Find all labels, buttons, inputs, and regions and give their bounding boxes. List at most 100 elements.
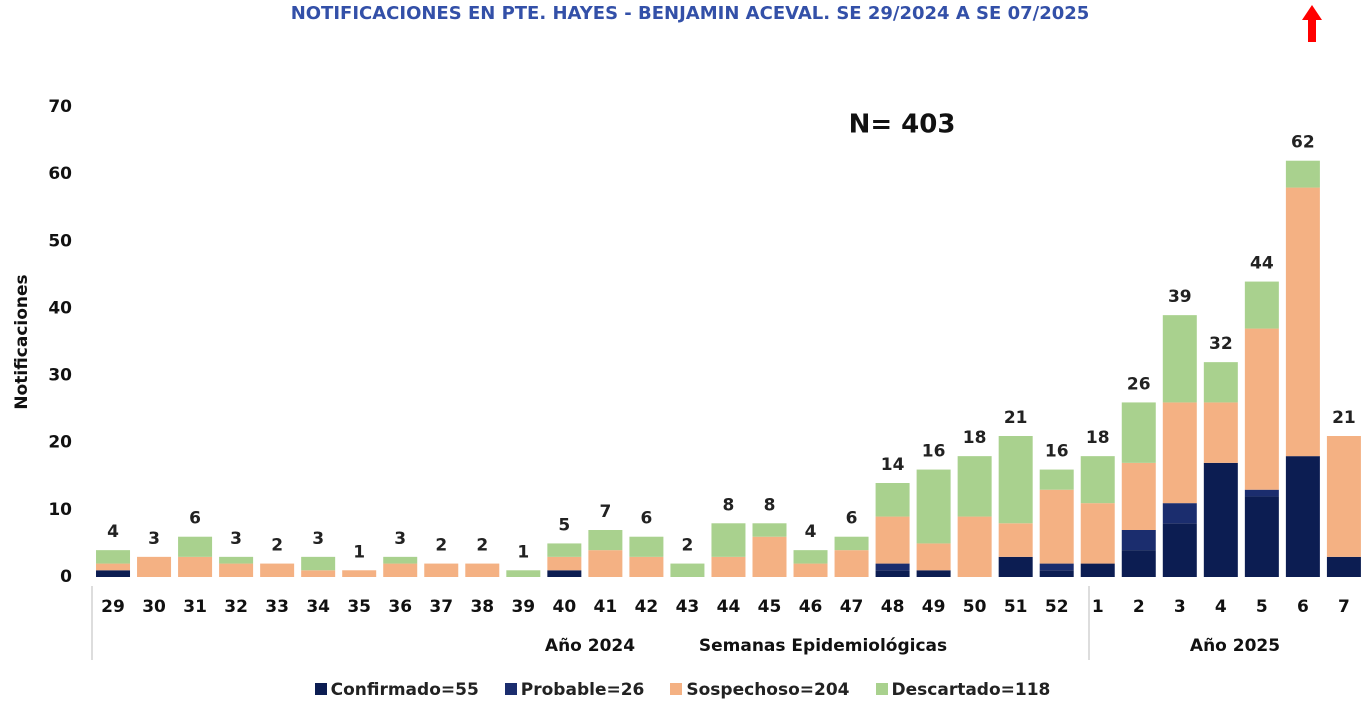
y-tick-label: 50 [48,231,72,251]
data-label: 2 [682,536,694,556]
bar-segment [998,556,1033,577]
bar-segment [1162,503,1197,524]
x-tick-label: 3 [1174,597,1186,617]
legend-swatch [504,683,517,695]
bar-segment [1080,503,1115,564]
y-tick-label: 60 [48,164,72,184]
y-tick-label: 20 [48,433,72,453]
legend-label: Sospechoso=204 [686,680,850,700]
x-axis-label: Semanas Epidemiológicas [699,636,947,656]
bar-segment [875,516,910,564]
bar-segment [1039,563,1074,571]
x-tick-label: 39 [511,597,535,617]
bar-segment [1080,456,1115,504]
legend-item: Confirmado=55 [314,680,479,700]
bar-segment [137,556,172,577]
data-label: 44 [1250,254,1274,274]
bar-segment [1244,496,1279,577]
bar-segment [793,550,828,564]
bar-segment [875,563,910,571]
data-label: 3 [148,529,160,549]
data-label: 3 [230,529,242,549]
y-tick-label: 40 [48,298,72,318]
bar-segment [1080,563,1115,577]
x-tick-label: 49 [922,597,946,617]
legend-swatch [314,683,327,695]
x-tick-label: 42 [635,597,659,617]
data-label: 21 [1332,408,1356,428]
bar-segment [506,570,541,577]
bar-segment [1285,456,1320,577]
bar-segment [1326,556,1361,577]
x-tick-label: 44 [717,597,741,617]
annotation: N= 403 [849,110,956,140]
bar-segment [1162,523,1197,577]
bar-segment [998,523,1033,557]
x-tick-label: 5 [1256,597,1268,617]
x-tick-label: 47 [840,597,864,617]
x-tick-label: 1 [1092,597,1104,617]
bar-segment [752,536,787,577]
bar-segment [834,550,869,577]
x-tick-label: 30 [142,597,166,617]
x-tick-label: 52 [1045,597,1069,617]
bar-segment [1121,402,1156,463]
x-tick-label: 36 [388,597,412,617]
bar-segment [96,550,131,564]
data-label: 62 [1291,133,1315,153]
bar-segment [588,530,623,551]
data-label: 4 [805,522,817,542]
bar-segment [752,523,787,537]
y-tick-label: 10 [48,500,72,520]
x-tick-label: 29 [101,597,125,617]
legend-swatch [875,683,888,695]
data-label: 16 [922,442,946,462]
legend: Confirmado=55 Probable=26 Sospechoso=204 De… [0,680,1365,700]
x-tick-label: 2 [1133,597,1145,617]
legend-label: Confirmado=55 [330,680,479,700]
data-label: 7 [599,502,611,522]
bar-segment [465,563,500,577]
x-tick-label: 34 [306,597,330,617]
bar-segment [711,523,746,557]
data-label: 3 [312,529,324,549]
y-tick-label: 70 [48,97,72,117]
x-tick-label: 40 [553,597,577,617]
bar-segment [1039,469,1074,490]
data-label: 14 [881,455,905,475]
bar-segment [383,563,418,577]
x-tick-label: 43 [676,597,700,617]
x-tick-label: 50 [963,597,987,617]
data-label: 26 [1127,374,1151,394]
bar-segment [629,536,664,557]
x-tick-label: 33 [265,597,289,617]
data-label: 5 [558,515,570,535]
bar-segment [875,570,910,577]
bar-segment [547,556,582,571]
arrow-icon [1302,5,1322,42]
bar-segment [424,563,459,577]
data-label: 39 [1168,287,1192,307]
data-label: 8 [723,495,735,515]
y-axis-label: Notificaciones [12,274,32,409]
bar-segment [1326,436,1361,557]
bar-segment [1203,462,1238,577]
data-label: 6 [640,509,652,529]
legend-label: Probable=26 [520,680,645,700]
bar-segment [342,570,377,577]
data-label: 1 [517,542,529,562]
legend-item: Probable=26 [504,680,645,700]
bar-segment [670,563,705,577]
bar-segment [219,563,254,577]
data-label: 2 [435,536,447,556]
legend-swatch [670,683,683,695]
bar-segment [1244,489,1279,497]
x-tick-label: 38 [470,597,494,617]
bar-segment [1039,489,1074,564]
x-tick-label: 6 [1297,597,1309,617]
bar-segment [957,456,992,517]
bar-segment [547,570,582,577]
bar-segment [1285,187,1320,457]
data-label: 4 [107,522,119,542]
bar-segment [588,550,623,577]
